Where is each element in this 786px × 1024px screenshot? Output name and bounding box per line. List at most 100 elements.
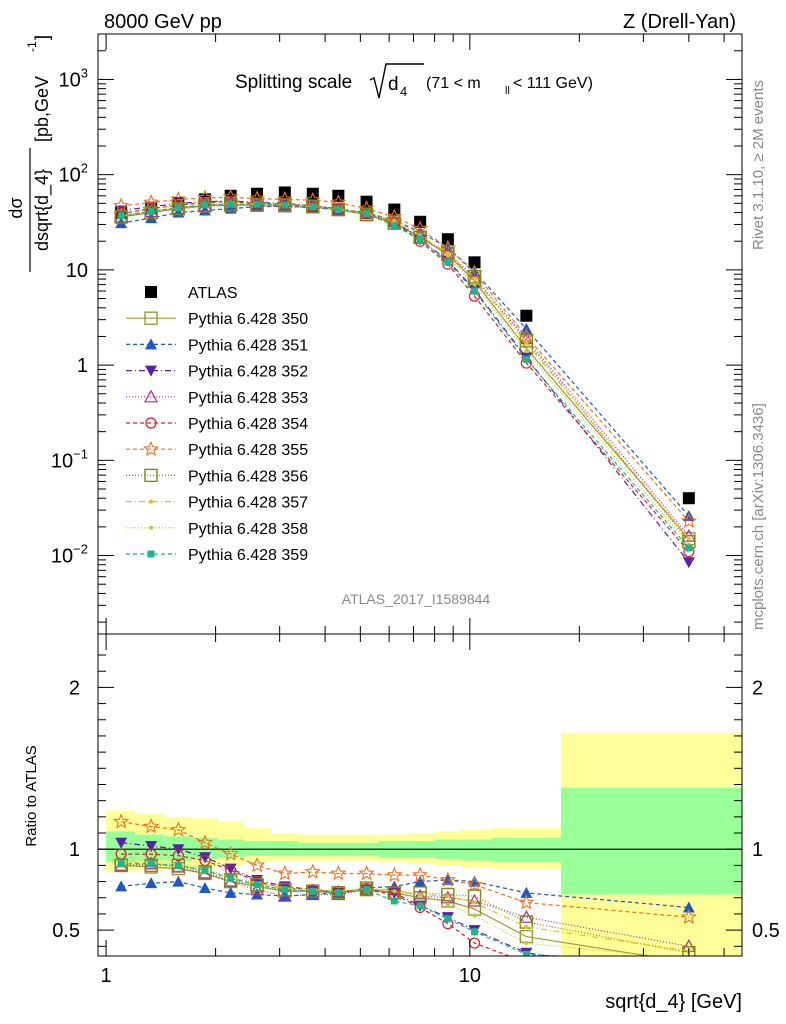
title-sym-text: d <box>388 74 399 95</box>
ratio-point <box>413 886 427 900</box>
ratio-point <box>227 874 235 882</box>
series-line <box>121 200 690 563</box>
ratio-point <box>143 818 160 834</box>
ratio-point <box>249 856 266 873</box>
title-main-text: Splitting scale <box>235 72 352 93</box>
ratio-point <box>414 875 427 887</box>
ratio-y-axis-label: Ratio to ATLAS <box>23 745 40 846</box>
legend-label: Pythia 6.428 351 <box>188 337 308 354</box>
ylabel-unit-sup: -1 <box>25 41 39 52</box>
ratio-point <box>444 915 452 923</box>
ratio-point <box>466 876 483 892</box>
ratio-point <box>683 972 695 983</box>
data-point <box>196 189 214 205</box>
sqrt-sign <box>369 63 424 99</box>
ratio-point <box>198 852 211 864</box>
ratio-y-tick-label-right: 0.5 <box>752 920 780 942</box>
legend-marker <box>142 440 160 457</box>
ratio-series-pythia-6-428-355 <box>113 813 697 924</box>
mcplots-label: mcplots.cern.ch [arXiv:1306.3436] <box>750 403 767 630</box>
main-y-tick-exp: 3 <box>81 65 88 80</box>
data-point <box>682 557 695 569</box>
main-y-tick-label: 10−2 <box>51 542 88 568</box>
analysis-watermark: ATLAS_2017_I1589844 <box>342 591 491 607</box>
ratio-point <box>145 840 158 852</box>
main-y-tick-label: 1 <box>77 355 88 377</box>
ylabel-unit-end: ] <box>32 35 52 40</box>
legend-marker <box>145 417 157 429</box>
legend-label: Pythia 6.428 354 <box>188 416 308 433</box>
data-point <box>439 239 456 255</box>
ratio-point <box>682 901 695 913</box>
legend-marker <box>143 389 159 403</box>
legend-entry-pythia-6-428-352: Pythia 6.428 352 <box>126 364 308 381</box>
series-pythia-6-428-359 <box>117 200 693 552</box>
ratio-line <box>121 853 511 956</box>
legend-label: Pythia 6.428 350 <box>188 311 308 328</box>
data-point <box>117 212 125 220</box>
main-y-tick-base: 10 <box>59 165 81 187</box>
uncertainty-band-inner <box>271 841 300 856</box>
main-y-tick-label: 102 <box>59 161 88 187</box>
ratio-point <box>304 863 321 879</box>
ratio-point <box>276 865 293 881</box>
data-point <box>441 233 454 246</box>
ratio-point <box>144 858 158 873</box>
uncertainty-band-inner <box>560 787 742 895</box>
ratio-point <box>445 894 450 899</box>
ratio-point <box>386 866 403 882</box>
data-point <box>330 194 347 210</box>
title-sym-sub: 4 <box>400 84 407 99</box>
ratio-point <box>684 966 694 976</box>
data-point <box>445 251 450 256</box>
legend-marker <box>145 338 157 350</box>
data-point <box>416 235 424 243</box>
ratio-point <box>115 837 128 849</box>
data-point <box>309 203 317 211</box>
legend-marker <box>145 286 157 298</box>
ratio-point <box>522 950 530 956</box>
ratio-point <box>687 957 691 961</box>
data-point <box>253 200 261 208</box>
ratio-point <box>278 882 292 897</box>
ratio-point <box>358 865 375 881</box>
data-point <box>201 201 209 209</box>
legend-label: Pythia 6.428 356 <box>188 468 308 485</box>
header-left-label: 8000 GeV pp <box>104 11 222 33</box>
ratio-point <box>250 882 265 896</box>
ratio-point <box>680 908 697 924</box>
series-line <box>121 204 690 542</box>
ratio-line <box>121 864 689 954</box>
legend: ATLAS Pythia 6.428 350 Pythia 6.428 351 Pyt… <box>126 285 308 564</box>
ratio-series-pythia-6-428-359 <box>117 860 571 956</box>
legend-entry-pythia-6-428-351: Pythia 6.428 351 <box>126 337 308 354</box>
data-point <box>251 187 264 200</box>
data-point <box>113 197 130 213</box>
ratio-point <box>224 886 237 898</box>
legend-entry-atlas: ATLAS <box>145 285 238 302</box>
data-point <box>445 253 450 258</box>
main-y-tick-exp: 2 <box>81 161 88 176</box>
uncertainty-band-inner <box>244 841 272 856</box>
data-point <box>363 210 371 218</box>
ratio-point <box>392 889 397 894</box>
series-line <box>121 196 690 522</box>
ylabel-numerator: dσ <box>6 197 26 218</box>
ratio-point <box>198 882 211 894</box>
legend-entry-pythia-6-428-357: Pythia 6.428 357 <box>126 495 308 512</box>
ratio-point <box>524 941 529 946</box>
main-y-tick-exp: −2 <box>73 542 88 557</box>
data-point <box>114 210 128 224</box>
data-point <box>174 204 182 212</box>
data-point <box>467 269 482 284</box>
ratio-point <box>201 866 209 874</box>
data-point <box>222 188 239 205</box>
main-y-tick-label: 10−1 <box>51 446 88 472</box>
legend-label: ATLAS <box>188 285 238 302</box>
ratio-point <box>472 913 477 918</box>
legend-marker <box>144 311 158 325</box>
ratio-point <box>331 886 346 900</box>
series-pythia-6-428-352 <box>115 195 695 569</box>
ratio-point <box>147 860 155 868</box>
title-cut-end: < 111 GeV) <box>513 75 593 92</box>
